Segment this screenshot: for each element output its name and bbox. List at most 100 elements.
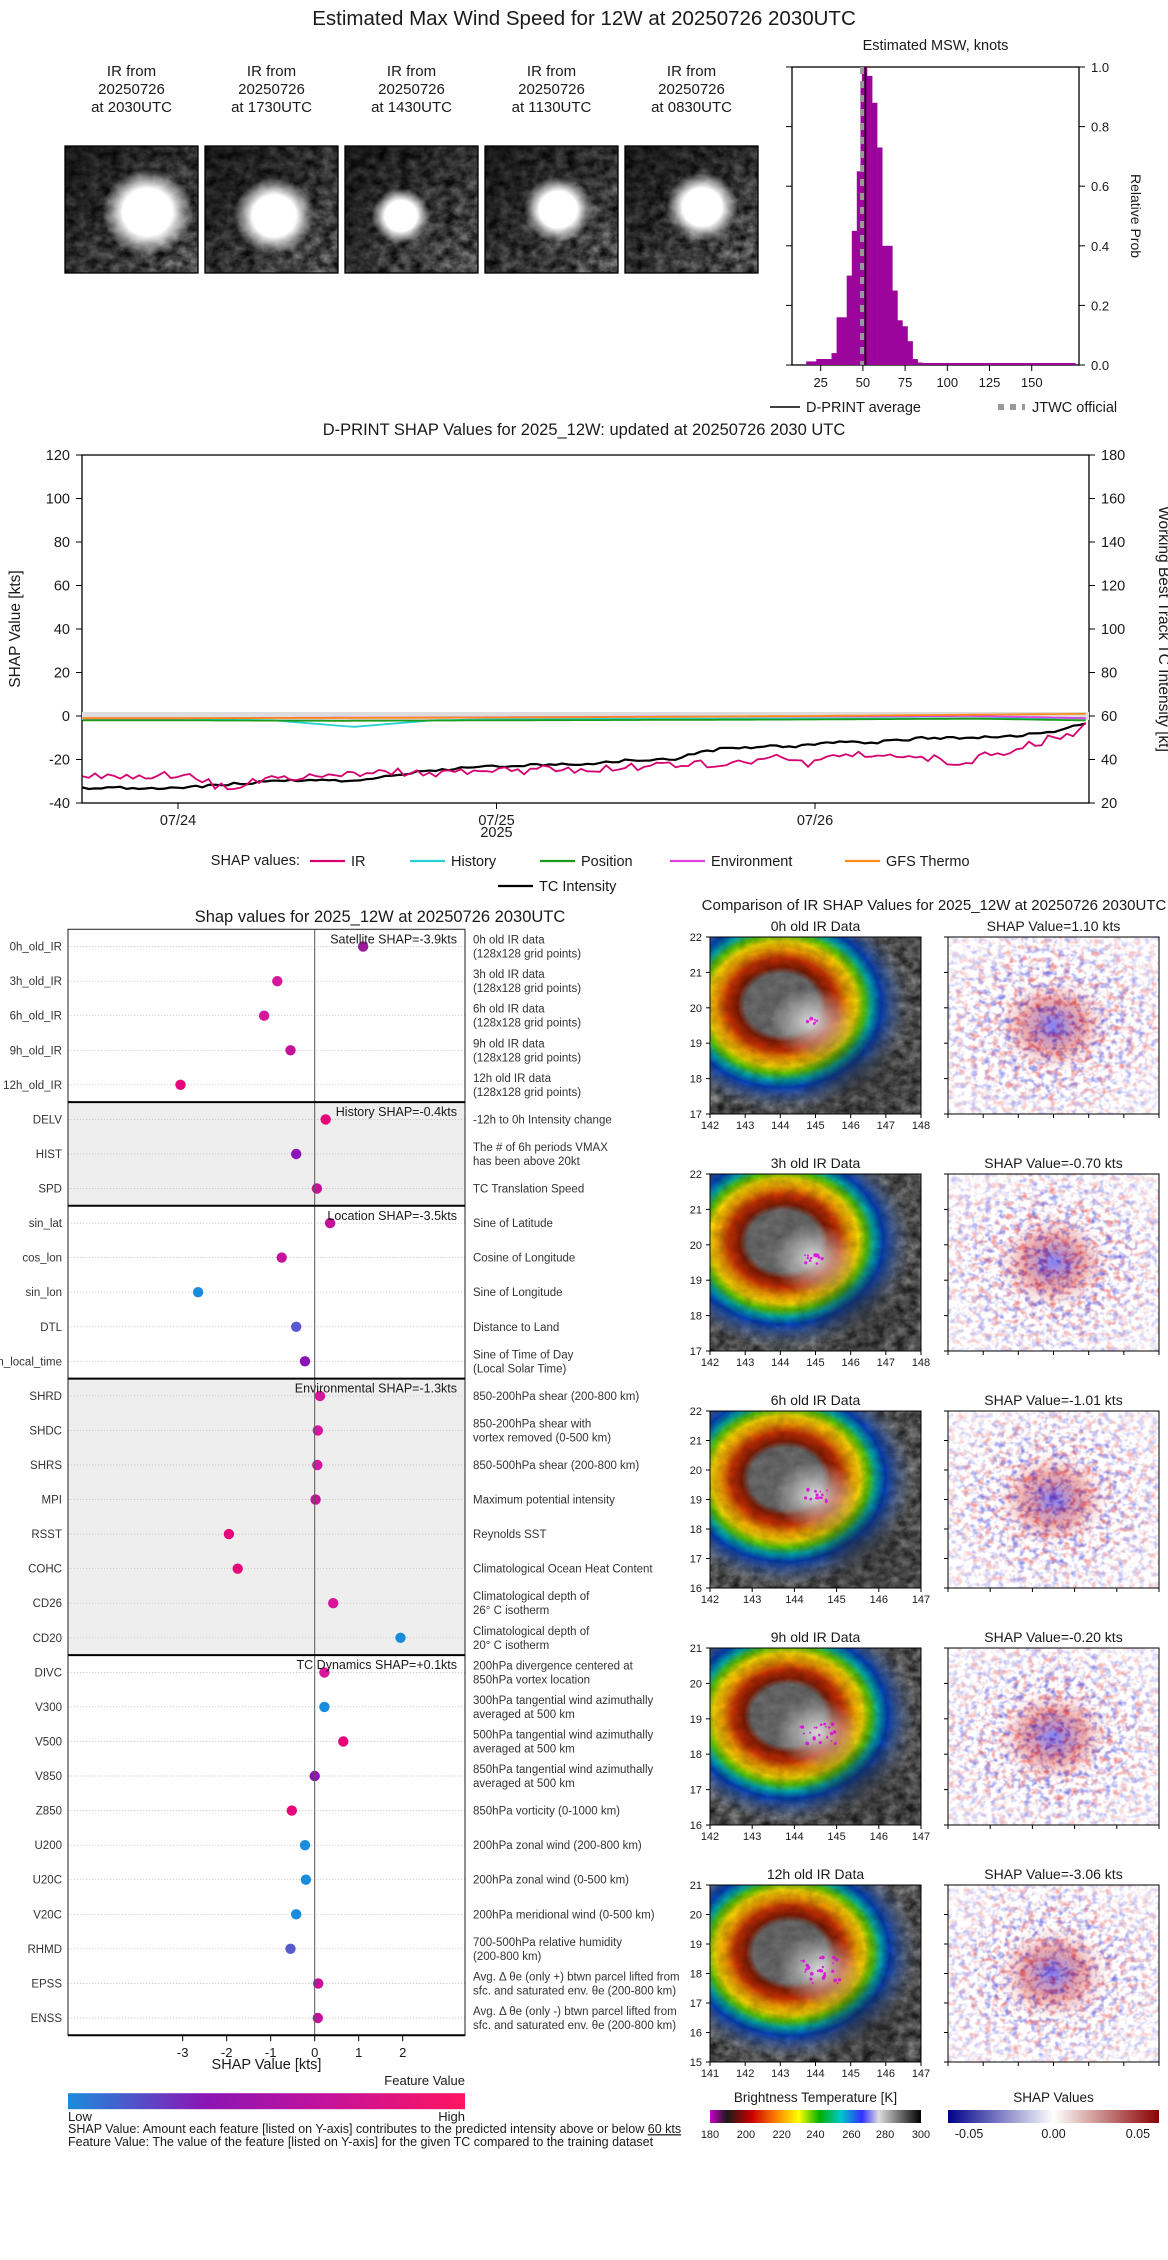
svg-text:Reynolds SST: Reynolds SST bbox=[473, 1529, 547, 1541]
svg-text:850-200hPa shear (200-800 km): 850-200hPa shear (200-800 km) bbox=[473, 1391, 639, 1403]
svg-text:(128x128 grid points): (128x128 grid points) bbox=[473, 949, 581, 961]
svg-text:21: 21 bbox=[690, 967, 702, 979]
svg-text:19: 19 bbox=[690, 1495, 702, 1507]
svg-text:Climatological depth of: Climatological depth of bbox=[473, 1626, 590, 1638]
svg-text:300: 300 bbox=[912, 2129, 930, 2141]
svg-text:(Local Solar Time): (Local Solar Time) bbox=[473, 1363, 566, 1375]
svg-text:145: 145 bbox=[827, 1594, 845, 1606]
svg-text:100: 100 bbox=[1101, 622, 1125, 638]
svg-text:200: 200 bbox=[737, 2129, 755, 2141]
svg-text:20250726: 20250726 bbox=[238, 81, 305, 98]
svg-text:143: 143 bbox=[736, 1357, 754, 1369]
svg-text:(128x128 grid points): (128x128 grid points) bbox=[473, 1018, 581, 1030]
svg-text:D-PRINT average: D-PRINT average bbox=[806, 400, 921, 416]
svg-text:sin_lat: sin_lat bbox=[29, 1218, 63, 1230]
svg-text:143: 143 bbox=[743, 1831, 761, 1843]
svg-text:120: 120 bbox=[46, 448, 70, 464]
svg-text:240: 240 bbox=[806, 2129, 824, 2141]
svg-text:50: 50 bbox=[856, 375, 870, 390]
svg-text:IR from: IR from bbox=[387, 63, 436, 80]
svg-text:22: 22 bbox=[690, 1406, 702, 1418]
svg-text:9h old IR Data: 9h old IR Data bbox=[771, 1629, 861, 1645]
svg-text:SPD: SPD bbox=[38, 1184, 62, 1196]
svg-text:U200: U200 bbox=[35, 1840, 63, 1852]
svg-text:20250726: 20250726 bbox=[98, 81, 165, 98]
svg-text:147: 147 bbox=[877, 1120, 895, 1132]
svg-text:(200-800 km): (200-800 km) bbox=[473, 1951, 542, 1963]
svg-text:200hPa divergence centered at: 200hPa divergence centered at bbox=[473, 1660, 634, 1672]
svg-text:0h_old_IR: 0h_old_IR bbox=[10, 942, 62, 954]
svg-text:20250726: 20250726 bbox=[658, 81, 725, 98]
svg-text:RSST: RSST bbox=[31, 1529, 62, 1541]
svg-text:Avg. Δ θe (only +) btwn parcel: Avg. Δ θe (only +) btwn parcel lifted fr… bbox=[473, 1971, 680, 1983]
svg-text:20250726: 20250726 bbox=[518, 81, 585, 98]
svg-text:300hPa tangential wind azimuth: 300hPa tangential wind azimuthally bbox=[473, 1695, 654, 1707]
svg-text:(128x128 grid points): (128x128 grid points) bbox=[473, 1087, 581, 1099]
svg-text:Brightness Temperature [K]: Brightness Temperature [K] bbox=[734, 2090, 897, 2105]
svg-text:TC Translation Speed: TC Translation Speed bbox=[473, 1184, 584, 1196]
svg-text:Maximum potential intensity: Maximum potential intensity bbox=[473, 1495, 615, 1507]
svg-text:at 1430UTC: at 1430UTC bbox=[371, 99, 452, 116]
svg-text:V20C: V20C bbox=[33, 1909, 62, 1921]
svg-text:3h_old_IR: 3h_old_IR bbox=[10, 976, 62, 988]
svg-text:0.0: 0.0 bbox=[1091, 358, 1109, 373]
svg-text:ENSS: ENSS bbox=[31, 2013, 63, 2025]
svg-text:144: 144 bbox=[806, 2068, 824, 2080]
svg-text:18: 18 bbox=[690, 1524, 702, 1536]
svg-text:EPSS: EPSS bbox=[31, 1978, 62, 1990]
svg-text:6h old IR data: 6h old IR data bbox=[473, 1004, 545, 1016]
svg-text:at 1130UTC: at 1130UTC bbox=[512, 99, 592, 116]
svg-text:COHC: COHC bbox=[28, 1564, 62, 1576]
svg-text:142: 142 bbox=[701, 1120, 719, 1132]
svg-text:18: 18 bbox=[690, 1749, 702, 1761]
svg-text:V500: V500 bbox=[35, 1737, 62, 1749]
svg-text:cos_lon: cos_lon bbox=[22, 1253, 62, 1265]
svg-text:142: 142 bbox=[736, 2068, 754, 2080]
svg-text:26° C isotherm: 26° C isotherm bbox=[473, 1605, 549, 1617]
svg-text:sfc. and saturated env. θe (20: sfc. and saturated env. θe (200-800 km) bbox=[473, 2020, 676, 2032]
svg-text:SHRS: SHRS bbox=[30, 1460, 62, 1472]
svg-text:SHAP Value=-0.20 kts: SHAP Value=-0.20 kts bbox=[984, 1629, 1122, 1645]
svg-text:20° C isotherm: 20° C isotherm bbox=[473, 1640, 549, 1652]
svg-text:-3: -3 bbox=[177, 2045, 189, 2060]
svg-text:9h old IR data: 9h old IR data bbox=[473, 1038, 545, 1050]
svg-text:at 0830UTC: at 0830UTC bbox=[651, 99, 732, 116]
svg-text:JTWC official: JTWC official bbox=[1032, 400, 1117, 416]
svg-text:averaged at 500 km: averaged at 500 km bbox=[473, 1744, 575, 1756]
svg-text:D-PRINT SHAP Values for 2025_1: D-PRINT SHAP Values for 2025_12W: update… bbox=[323, 421, 846, 439]
svg-text:U20C: U20C bbox=[33, 1875, 62, 1887]
svg-text:200hPa zonal wind (0-500 km): 200hPa zonal wind (0-500 km) bbox=[473, 1875, 629, 1887]
svg-text:SHAP Value [kts]: SHAP Value [kts] bbox=[212, 2057, 322, 2073]
svg-text:60: 60 bbox=[54, 579, 70, 595]
svg-text:CD20: CD20 bbox=[33, 1633, 62, 1645]
svg-text:Environment: Environment bbox=[711, 854, 792, 870]
svg-text:80: 80 bbox=[1101, 666, 1117, 682]
svg-text:145: 145 bbox=[806, 1120, 824, 1132]
svg-text:3h old IR data: 3h old IR data bbox=[473, 969, 545, 981]
svg-text:21: 21 bbox=[690, 1643, 702, 1655]
svg-text:0.8: 0.8 bbox=[1091, 120, 1109, 135]
svg-text:V300: V300 bbox=[35, 1702, 62, 1714]
svg-text:146: 146 bbox=[842, 1357, 860, 1369]
svg-text:0h old IR Data: 0h old IR Data bbox=[771, 918, 861, 934]
svg-text:RHMD: RHMD bbox=[28, 1944, 63, 1956]
svg-text:280: 280 bbox=[876, 2129, 894, 2141]
svg-text:DTL: DTL bbox=[40, 1322, 62, 1334]
svg-text:140: 140 bbox=[1101, 535, 1125, 551]
svg-text:SHDC: SHDC bbox=[29, 1425, 62, 1437]
svg-text:has been above 20kt: has been above 20kt bbox=[473, 1156, 581, 1168]
svg-text:IR from: IR from bbox=[667, 63, 716, 80]
svg-text:GFS Thermo: GFS Thermo bbox=[886, 854, 970, 870]
svg-text:144: 144 bbox=[785, 1831, 803, 1843]
svg-text:SHAP Value=-1.01 kts: SHAP Value=-1.01 kts bbox=[984, 1392, 1122, 1408]
svg-text:Climatological depth of: Climatological depth of bbox=[473, 1591, 590, 1603]
svg-text:Location SHAP=-3.5kts: Location SHAP=-3.5kts bbox=[327, 1209, 457, 1223]
svg-text:500hPa tangential wind azimuth: 500hPa tangential wind azimuthally bbox=[473, 1730, 654, 1742]
svg-text:TC Dynamics SHAP=+0.1kts: TC Dynamics SHAP=+0.1kts bbox=[297, 1658, 457, 1672]
svg-text:144: 144 bbox=[771, 1120, 789, 1132]
svg-text:SHAP Value=-3.06 kts: SHAP Value=-3.06 kts bbox=[984, 1866, 1122, 1882]
svg-text:125: 125 bbox=[979, 375, 1001, 390]
svg-text:Working Best Track TC Intensit: Working Best Track TC Intensity [kt] bbox=[1155, 506, 1168, 752]
svg-text:22: 22 bbox=[690, 1169, 702, 1181]
svg-text:144: 144 bbox=[771, 1357, 789, 1369]
